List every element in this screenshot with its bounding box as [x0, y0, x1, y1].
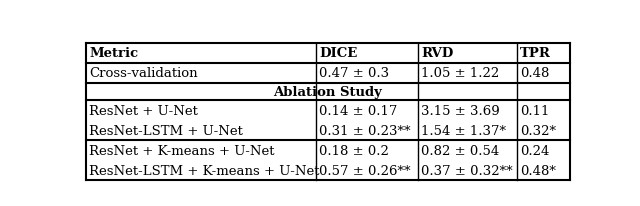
Text: 0.48*: 0.48* [520, 164, 556, 177]
Text: 0.57 ± 0.26**: 0.57 ± 0.26** [319, 164, 411, 177]
Text: 0.18 ± 0.2: 0.18 ± 0.2 [319, 144, 389, 157]
Text: ResNet-LSTM + K-means + U-Net: ResNet-LSTM + K-means + U-Net [90, 164, 320, 177]
Text: Ablation Study: Ablation Study [273, 85, 383, 98]
Text: 0.37 ± 0.32**: 0.37 ± 0.32** [421, 164, 513, 177]
Text: 0.31 ± 0.23**: 0.31 ± 0.23** [319, 124, 411, 137]
Text: DICE: DICE [319, 47, 358, 60]
Text: 1.54 ± 1.37*: 1.54 ± 1.37* [421, 124, 506, 137]
Text: ResNet + K-means + U-Net: ResNet + K-means + U-Net [90, 144, 275, 157]
Text: TPR: TPR [520, 47, 551, 60]
Text: RVD: RVD [421, 47, 453, 60]
Text: 1.05 ± 1.22: 1.05 ± 1.22 [421, 67, 499, 80]
Text: 0.14 ± 0.17: 0.14 ± 0.17 [319, 104, 397, 117]
Text: 0.32*: 0.32* [520, 124, 556, 137]
Text: ResNet + U-Net: ResNet + U-Net [90, 104, 198, 117]
Text: ResNet-LSTM + U-Net: ResNet-LSTM + U-Net [90, 124, 243, 137]
Text: 0.24: 0.24 [520, 144, 550, 157]
Text: 0.11: 0.11 [520, 104, 550, 117]
Text: 0.82 ± 0.54: 0.82 ± 0.54 [421, 144, 499, 157]
Text: 0.47 ± 0.3: 0.47 ± 0.3 [319, 67, 390, 80]
Text: Cross-validation: Cross-validation [90, 67, 198, 80]
Text: Metric: Metric [90, 47, 138, 60]
Text: 0.48: 0.48 [520, 67, 550, 80]
Text: 3.15 ± 3.69: 3.15 ± 3.69 [421, 104, 500, 117]
